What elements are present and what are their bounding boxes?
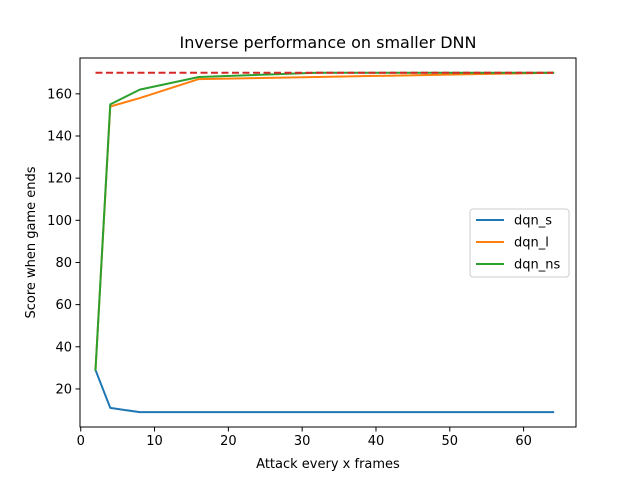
y-axis-ticks: 20 40 60 80 100 120 140 160	[47, 87, 80, 397]
legend-label-dqn_s: dqn_s	[514, 214, 552, 229]
x-tick-label: 30	[294, 434, 311, 449]
chart-title: Inverse performance on smaller DNN	[180, 33, 477, 52]
legend-box	[469, 208, 570, 278]
axes-frame	[79, 57, 577, 428]
y-tick-label: 100	[47, 214, 72, 229]
series-line-dqn_ns	[94, 71, 555, 372]
x-axis-label: Attack every x frames	[256, 457, 400, 472]
y-tick-label: 160	[47, 87, 72, 102]
y-tick-label: 60	[55, 298, 72, 313]
series-line-dqn_s	[94, 368, 555, 414]
x-tick-label: 0	[77, 434, 85, 449]
y-tick-label: 140	[47, 129, 72, 144]
y-tick-label: 80	[55, 256, 72, 271]
legend-label-dqn_l: dqn_l	[514, 236, 549, 251]
y-tick-label: 20	[55, 382, 72, 397]
x-tick-label: 20	[220, 434, 237, 449]
x-tick-label: 50	[442, 434, 459, 449]
y-axis-label: Score when game ends	[24, 166, 39, 318]
legend: dqn_s dqn_l dqn_ns	[469, 208, 570, 278]
plot-area	[79, 57, 577, 428]
x-tick-label: 60	[515, 434, 532, 449]
y-tick-label: 40	[55, 340, 72, 355]
x-axis-ticks: 0 10 20 30 40 50 60	[77, 427, 532, 449]
legend-label-dqn_ns: dqn_ns	[514, 258, 560, 273]
y-tick-label: 120	[47, 172, 72, 187]
x-tick-label: 10	[146, 434, 163, 449]
x-tick-label: 40	[368, 434, 385, 449]
